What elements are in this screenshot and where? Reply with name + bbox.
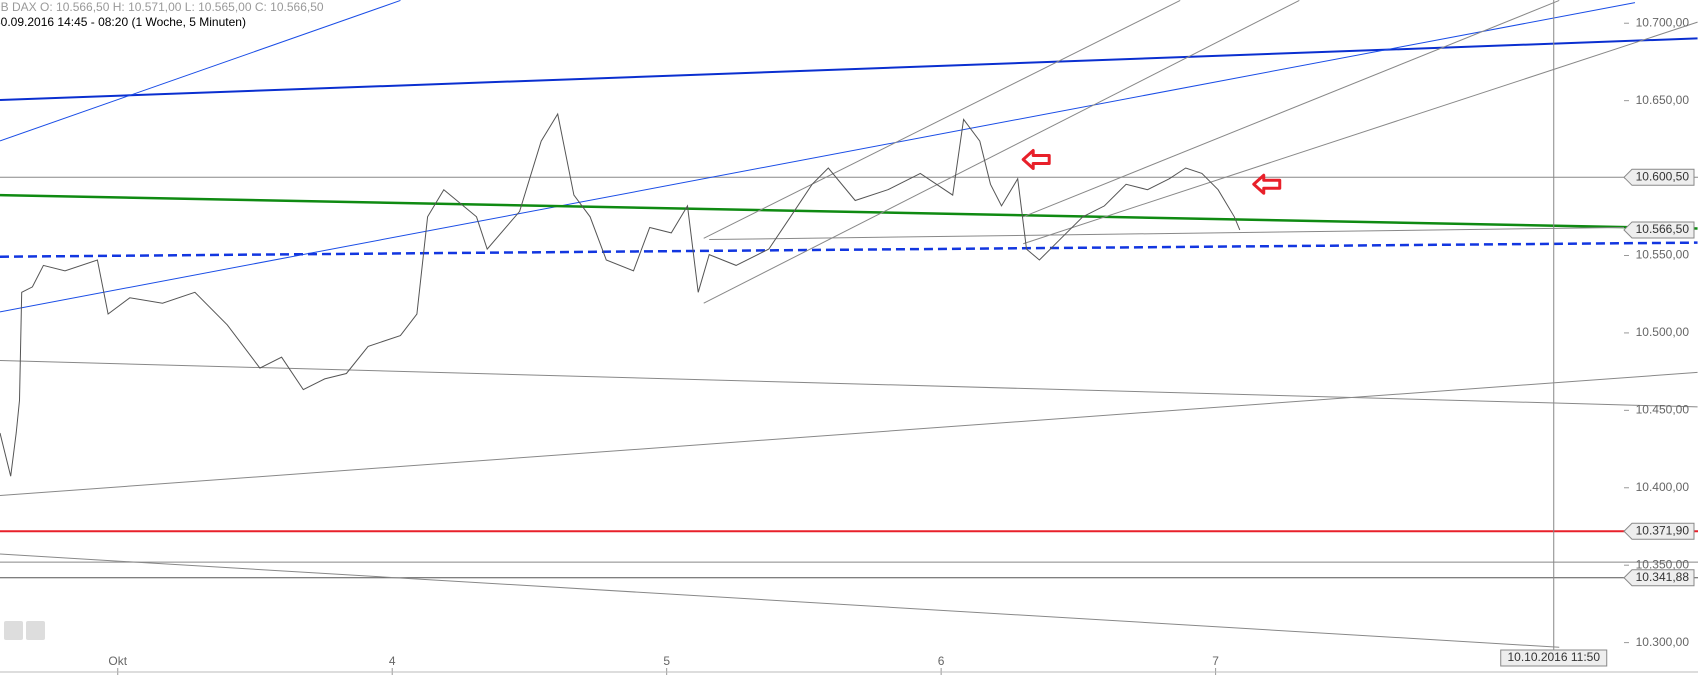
trend-line: [0, 0, 401, 142]
y-tick-label: 10.550,00: [1636, 248, 1690, 262]
chart-title: DB DAX O: 10.566,50 H: 10.571,00 L: 10.5…: [0, 0, 324, 14]
price-label: 10.371,90: [1636, 523, 1690, 537]
trend-line: [0, 553, 1560, 648]
chart-subtitle: 30.09.2016 14:45 - 08:20 (1 Woche, 5 Min…: [0, 15, 246, 29]
x-tick-label: 6: [938, 654, 945, 668]
price-label: 10.341,88: [1636, 570, 1690, 584]
price-label-box: [1623, 221, 1695, 239]
x-tick-label: 5: [663, 654, 670, 668]
trend-line: [703, 0, 1300, 304]
trend-line: [0, 359, 1698, 408]
annotation-arrow: [1021, 148, 1051, 170]
trend-line: [1023, 21, 1698, 245]
annotation-arrow: [1252, 173, 1282, 195]
crosshair-label: 10.10.2016 11:50: [1507, 650, 1600, 664]
x-tick-label: 7: [1212, 654, 1219, 668]
zoom-button[interactable]: [26, 621, 45, 640]
y-tick-label: 10.500,00: [1636, 325, 1690, 339]
trend-line: [0, 241, 1698, 258]
y-tick-label: 10.350,00: [1636, 557, 1690, 571]
y-tick-label: 10.650,00: [1636, 93, 1690, 107]
trend-line: [0, 193, 1698, 230]
scroll-button[interactable]: [4, 621, 23, 640]
price-label-box: [1623, 168, 1695, 186]
y-tick-label: 10.450,00: [1636, 403, 1690, 417]
trend-line: [0, 371, 1698, 497]
x-tick-label: 4: [389, 654, 396, 668]
y-tick-label: 10.300,00: [1636, 635, 1690, 649]
price-line: [0, 112, 1241, 477]
price-label-box: [1623, 522, 1695, 540]
crosshair-label-box: [1500, 649, 1608, 667]
trend-line: [0, 37, 1698, 102]
price-label-box: [1623, 569, 1695, 587]
y-tick-label: 10.700,00: [1636, 15, 1690, 29]
price-label: 10.566,50: [1636, 222, 1690, 236]
trend-line: [709, 226, 1625, 241]
trend-line: [1023, 0, 1560, 218]
trend-line: [703, 0, 1181, 239]
trend-line: [0, 2, 1636, 313]
y-tick-label: 10.400,00: [1636, 480, 1690, 494]
price-label: 10.600,50: [1636, 169, 1690, 183]
x-tick-label: Okt: [108, 654, 127, 668]
